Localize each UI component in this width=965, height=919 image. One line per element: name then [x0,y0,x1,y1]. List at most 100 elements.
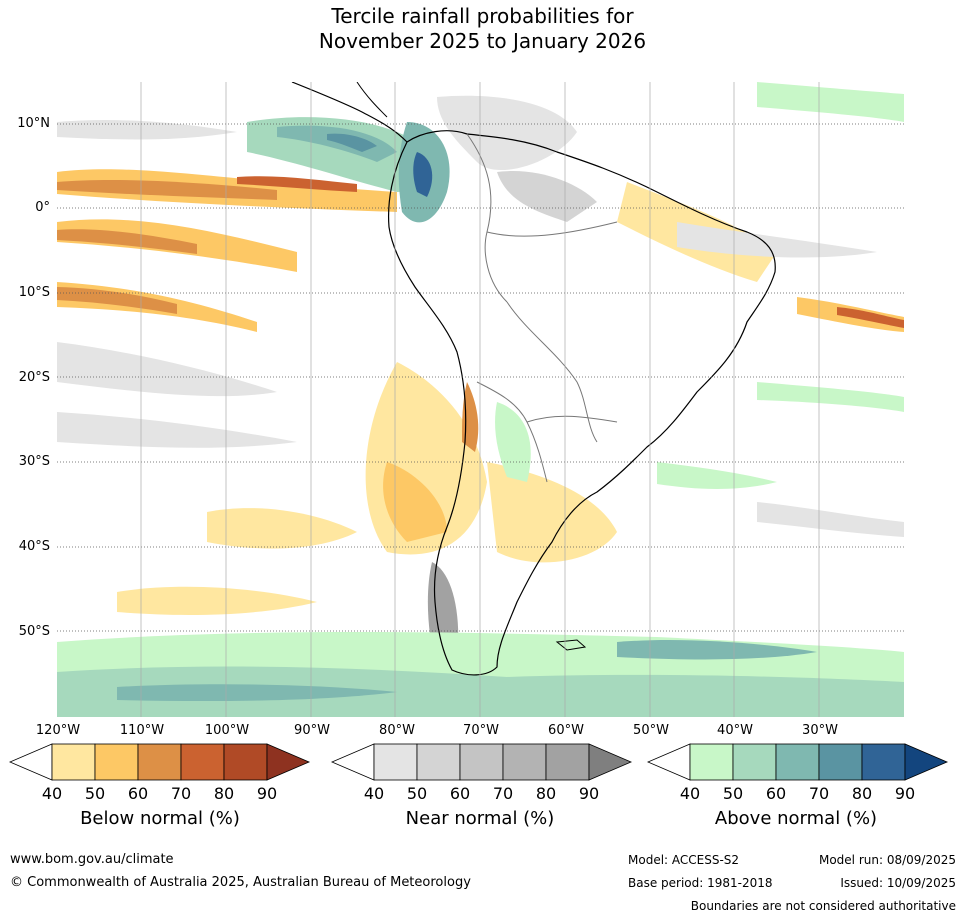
above-normal-region [617,640,817,660]
colorbar-extend-low [330,743,375,781]
near-normal-region [497,171,597,222]
above-normal-region [495,402,531,482]
lat-label-0: 0° [35,200,50,215]
central-america-coastline [291,82,408,143]
colorbar-segment [180,743,225,781]
central-america-coastline [356,82,388,118]
legend-tick: 50 [406,784,428,803]
near-normal-region [57,120,237,140]
below-normal-region [837,307,904,328]
footer-issued: Issued: 10/09/2025 [840,876,956,890]
lat-label-20s: 20°S [18,370,50,385]
colorbar-segment [775,743,820,781]
below-normal-region [383,462,447,542]
above-normal-region [57,666,904,717]
lat-label-40s: 40°S [18,539,50,554]
country-border [476,381,548,483]
legend-tick: 50 [84,784,106,803]
map-canvas [57,82,904,717]
colorbar-segment [861,743,906,781]
country-border [506,301,598,443]
footer-model: Model: ACCESS-S2 [628,853,740,867]
legend-tick: 90 [256,784,278,803]
title-line-2: November 2025 to January 2026 [318,29,647,53]
colorbar-below-normal [8,743,311,781]
legend-tick: 70 [170,784,192,803]
colorbar-segment [689,743,734,781]
legend-near-normal: 40 50 60 70 80 90 Near normal (%) [330,743,633,829]
lon-label-100w: 100°W [204,723,250,738]
legend-tick: 80 [851,784,873,803]
legend-above-normal: 40 50 60 70 80 90 Above normal (%) [646,743,949,829]
footer-base-period: Base period: 1981-2018 [628,876,773,890]
below-normal-region [57,229,197,254]
colorbar-extend-low [8,743,53,781]
lon-label-70w: 70°W [463,723,499,738]
legend-title: Below normal (%) [80,808,240,829]
falkland-islands [555,639,587,651]
colorbar-segment [545,743,590,781]
near-normal-region [437,95,577,171]
above-normal-region [327,133,377,152]
lat-label-10n: 10°N [17,116,50,131]
below-normal-region [487,462,617,563]
legend-tick: 50 [722,784,744,803]
legend-tick: 40 [41,784,63,803]
country-border [526,415,618,423]
above-normal-region [657,462,777,489]
lon-label-120w: 120°W [35,723,81,738]
legend-tick: 90 [894,784,916,803]
footer-url: www.bom.gov.au/climate [10,852,174,867]
colorbar-extend-low [646,743,691,781]
south-america-coastline [388,130,776,676]
country-border [466,133,508,303]
lon-label-90w: 90°W [294,723,330,738]
legend-tick: 60 [127,784,149,803]
colorbar-above-normal [646,743,949,781]
lon-label-60w: 60°W [548,723,584,738]
near-normal-region [57,342,277,397]
near-normal-region [677,222,877,258]
legend-tick: 70 [492,784,514,803]
legend-tick: 40 [679,784,701,803]
near-normal-region [757,502,904,537]
above-normal-region [757,82,904,122]
below-normal-region [237,176,357,192]
above-normal-region [757,382,904,412]
near-normal-region [57,412,297,448]
lon-label-80w: 80°W [379,723,415,738]
lon-label-40w: 40°W [717,723,753,738]
colorbar-extend-high [904,743,949,781]
map-title: Tercile rainfall probabilities for Novem… [0,4,965,54]
legend-title: Near normal (%) [405,808,555,829]
colorbar-segment [373,743,418,781]
lat-label-50s: 50°S [18,624,50,639]
above-normal-region [413,152,433,197]
colorbar-extend-high [588,743,633,781]
footer-copyright: © Commonwealth of Australia 2025, Austra… [10,875,471,890]
colorbar-segment [137,743,182,781]
below-normal-region [57,287,177,314]
above-normal-region [117,684,397,702]
legend-title: Above normal (%) [714,808,878,829]
below-normal-region [462,382,479,452]
legend-tick: 60 [765,784,787,803]
graticule [57,123,904,632]
below-normal-region [207,508,357,549]
title-line-1: Tercile rainfall probabilities for [331,4,634,28]
legend-tick: 80 [213,784,235,803]
lat-label-30s: 30°S [18,454,50,469]
lon-label-50w: 50°W [633,723,669,738]
colorbar-segment [223,743,268,781]
legend-tick: 70 [808,784,830,803]
footer-model-run: Model run: 08/09/2025 [818,853,956,867]
lon-label-110w: 110°W [119,723,165,738]
below-normal-region [57,179,277,200]
colorbar-extend-high [266,743,311,781]
above-normal-region [277,125,397,162]
lat-label-10s: 10°S [18,285,50,300]
legend-tick: 80 [535,784,557,803]
colorbar-segment [94,743,139,781]
legend-below-normal: 40 50 60 70 80 90 Below normal (%) [8,743,311,829]
graticule-meridians [140,82,820,717]
